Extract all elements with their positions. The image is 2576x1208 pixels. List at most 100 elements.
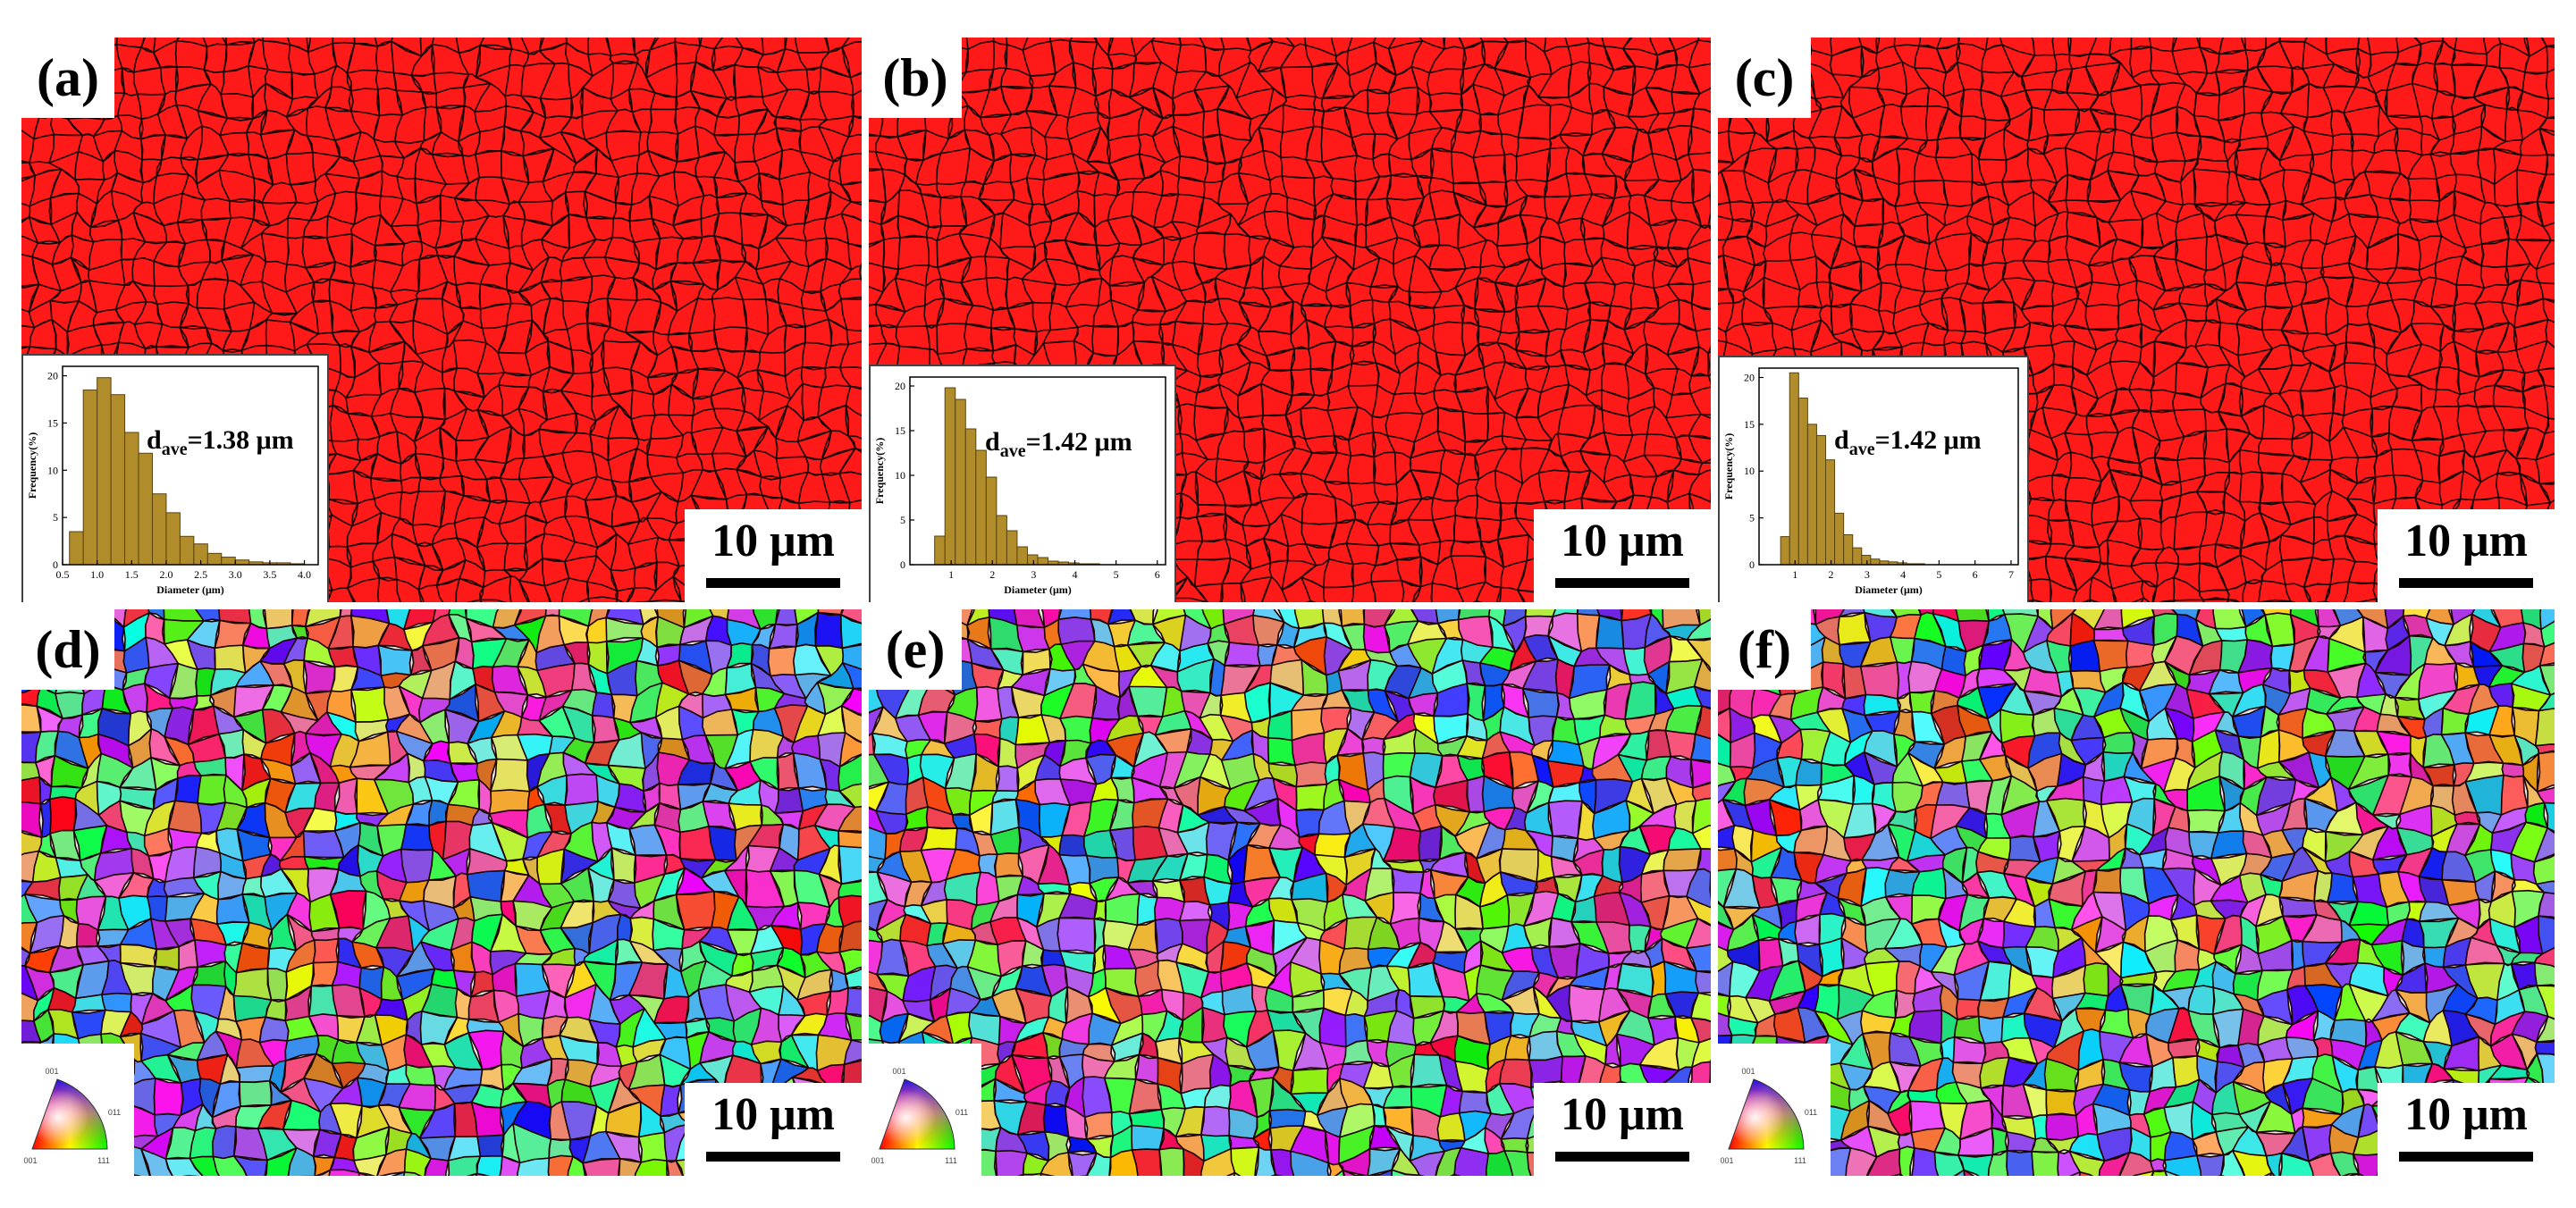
grain [567,1155,586,1176]
grain [840,133,862,157]
grain [2324,600,2329,602]
average-diameter-label-a: dave=1.38 μm [147,425,294,459]
grain [1220,582,1244,602]
grain [1595,615,1625,651]
grain [2541,38,2555,47]
grain [844,968,862,989]
grain [303,855,345,871]
grain [2545,154,2555,176]
grain [1707,350,1711,377]
grain [794,38,830,54]
grain [2215,49,2250,73]
panel-label-d: (d) [21,609,114,690]
grain [2538,281,2555,302]
grain [845,1012,862,1041]
grain [174,39,208,71]
grain [564,190,587,219]
grain [395,578,423,602]
ipf-label-top: 001 [45,1067,58,1076]
grain [475,1172,490,1176]
histogram-bar [934,535,946,566]
grain [1913,180,1949,206]
grain [21,776,42,805]
ipf-label-bottom-left: 001 [23,1156,37,1165]
grain [1354,222,1368,248]
grain [2131,597,2145,602]
grain [713,326,748,353]
grain [1401,579,1422,602]
grain [838,471,862,504]
grain [1475,600,1483,602]
scale-bar-label: 10 μm [711,516,835,566]
grain [517,1157,552,1176]
x-tick-label: 5 [1114,568,1119,581]
grain [920,826,958,851]
grain [2284,583,2311,602]
histogram-bar [1870,558,1881,566]
grain [2538,482,2555,504]
grain [983,256,1010,281]
x-tick-label: 3 [1031,568,1036,581]
y-tick-label: 10 [895,469,905,482]
grain [2178,282,2210,307]
grain [2173,599,2205,602]
grain [841,662,862,690]
grain [503,542,528,572]
grain [609,53,639,64]
grain [547,1154,574,1176]
grain [1196,348,1223,378]
grain [260,232,290,265]
grain [1309,600,1317,602]
y-tick-label: 20 [1744,371,1755,383]
grain [838,783,862,809]
grain [847,434,862,451]
grain [852,89,862,118]
histogram-bar [1852,547,1863,566]
grain [1567,42,1591,66]
grain [2543,384,2555,422]
grain [838,948,862,976]
histogram-bar [138,452,153,566]
phase-map-panel-b: 1 2 3 4 5 6 0 5 10 15 20 Diameter (μm) Frequency(%) … [869,38,1711,602]
grain [353,1153,387,1176]
grain [2324,581,2350,602]
histogram-inset-a: 0.5 1.0 1.5 2.0 2.5 3.0 3.5 4.0 0 5 10 15 20 Diameter… [21,354,329,602]
grain [211,1125,237,1160]
grain [1688,434,1711,465]
grain [1942,180,1974,208]
grain [1294,761,1328,788]
y-tick-label: 15 [895,424,905,437]
grain [846,329,862,346]
grain [1707,225,1711,230]
histogram-bar [221,557,236,566]
grain [1693,659,1711,692]
ipf-label-right: 011 [108,1108,121,1117]
grain [838,153,862,186]
phase-map-panel-a: 0.5 1.0 1.5 2.0 2.5 3.0 3.5 4.0 0 5 10 15 20 Diameter… [21,38,862,602]
grain [992,40,1008,71]
x-tick-label: 3 [1865,568,1870,581]
grain [1347,362,1379,388]
grain [1412,583,1434,602]
grain [1689,733,1711,763]
grain [346,577,381,602]
grain [996,765,1019,793]
histogram-bar [110,394,126,566]
grain [964,323,995,352]
grain [591,692,615,719]
grain [1852,223,1884,249]
grain [1959,115,1987,139]
grain [841,40,862,79]
grain [2535,452,2555,485]
grain [1517,104,1553,140]
grain [455,281,482,310]
grain [711,297,748,331]
histogram-bar [1843,533,1854,566]
grain [838,340,862,370]
grain [564,773,600,806]
grain [2032,599,2044,602]
grain [1430,583,1464,602]
grain [479,599,508,602]
histogram-bar [1825,459,1836,566]
grain [203,43,228,73]
